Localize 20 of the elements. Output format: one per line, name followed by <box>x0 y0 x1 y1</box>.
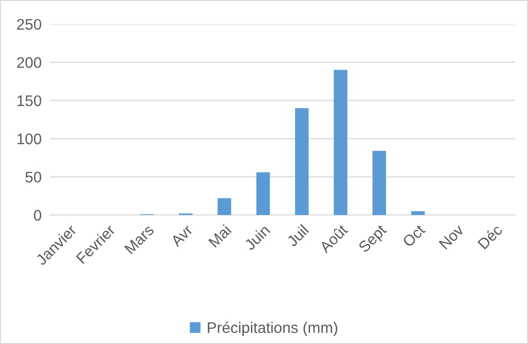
x-tick-label: Nov <box>438 224 465 250</box>
bar <box>411 211 425 215</box>
y-tick-label: 100 <box>18 134 42 144</box>
y-tick-label: 50 <box>25 172 42 182</box>
x-tick-label: Juin <box>243 224 270 251</box>
x-tick-label: Avr <box>170 224 194 248</box>
y-tick-label: 150 <box>18 95 42 106</box>
bar <box>218 198 232 215</box>
y-tick-label: 0 <box>34 210 42 221</box>
x-tick-label: Mai <box>208 224 232 248</box>
bar <box>334 70 348 215</box>
y-tick-label: 250 <box>17 18 42 30</box>
bar <box>295 108 309 215</box>
x-tick-label: Oct <box>402 224 426 248</box>
x-tick-label: Déc <box>476 223 504 250</box>
x-tick-label: Juil <box>286 224 310 248</box>
bar <box>256 172 270 215</box>
bar <box>372 150 386 215</box>
y-tick-label: 200 <box>17 57 42 68</box>
legend-label: Précipitations (mm) <box>208 322 338 336</box>
